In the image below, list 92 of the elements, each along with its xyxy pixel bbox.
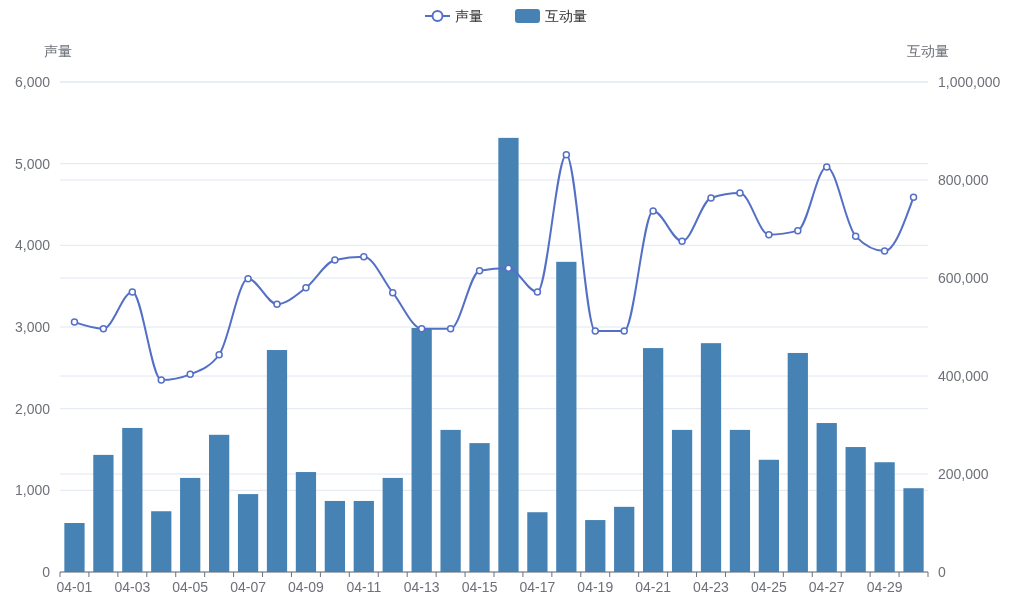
point <box>128 288 137 296</box>
x-tick-label: 04-09 <box>288 579 325 595</box>
y2-tick-label: 0 <box>938 564 946 580</box>
x-tick-label: 04-01 <box>56 579 93 595</box>
y-tick-label: 2,000 <box>14 400 51 417</box>
y-axis-title: 声量 <box>44 43 72 59</box>
x-tick-label: 04-23 <box>693 579 730 595</box>
bar <box>180 477 201 572</box>
bar <box>614 506 635 572</box>
point <box>215 351 223 359</box>
bar <box>237 494 259 572</box>
bar <box>787 352 808 572</box>
point <box>851 232 860 241</box>
point <box>909 193 918 201</box>
bar <box>151 511 172 572</box>
x-tick-label: 04-07 <box>230 579 267 595</box>
bar <box>671 429 693 572</box>
bar <box>64 523 85 572</box>
point <box>678 237 686 245</box>
bar <box>527 512 548 572</box>
point <box>620 327 628 335</box>
y2-tick-label: 400,000 <box>938 368 989 384</box>
bar <box>816 423 837 572</box>
x-tick-label: 04-17 <box>519 579 556 595</box>
x-tick-label: 04-25 <box>750 579 787 595</box>
point <box>70 318 79 326</box>
bar <box>643 348 664 572</box>
point <box>504 264 513 272</box>
point <box>360 253 368 261</box>
x-tick-label: 04-19 <box>577 579 614 595</box>
y-tick-label: 4,000 <box>14 237 51 254</box>
bar <box>729 429 751 572</box>
y-tick-label: 3,000 <box>14 319 51 335</box>
bar <box>556 261 577 572</box>
point <box>244 275 252 283</box>
x-tick-label: 04-03 <box>114 579 151 595</box>
point <box>649 207 657 215</box>
point <box>707 194 715 202</box>
point <box>99 324 108 333</box>
point <box>822 163 831 171</box>
bar <box>209 434 230 572</box>
bar <box>295 472 317 572</box>
bar <box>324 500 345 572</box>
point <box>533 288 542 296</box>
bar <box>382 477 403 572</box>
point <box>331 256 339 264</box>
bar <box>498 137 519 572</box>
y-tick-label: 0 <box>42 564 51 580</box>
x-tick-label: 04-21 <box>635 579 672 595</box>
bar <box>874 462 895 572</box>
bar <box>469 443 490 572</box>
bar <box>93 454 114 572</box>
bar <box>758 459 779 572</box>
x-tick-label: 04-13 <box>403 579 440 595</box>
bar <box>122 427 143 572</box>
point <box>157 376 166 384</box>
y-tick-label: 5,000 <box>14 155 51 172</box>
y2-tick-label: 800,000 <box>938 172 989 188</box>
bar <box>353 500 374 572</box>
point <box>736 189 744 197</box>
y2-tick-label: 600,000 <box>938 270 989 286</box>
point <box>186 370 194 379</box>
bar <box>440 429 461 572</box>
point <box>417 324 426 333</box>
y-tick-label: 6,000 <box>14 74 51 90</box>
y2-axis-title: 互动量 <box>907 43 949 59</box>
x-tick-label: 04-29 <box>866 579 903 595</box>
x-tick-label: 04-11 <box>346 579 382 595</box>
x-tick-label: 04-15 <box>461 579 498 595</box>
point <box>273 300 281 308</box>
point <box>446 324 455 333</box>
point <box>765 230 773 239</box>
x-tick-label: 04-05 <box>172 579 209 595</box>
point <box>475 266 484 275</box>
bar <box>266 350 288 572</box>
bar <box>700 343 722 572</box>
point <box>562 150 571 159</box>
point <box>794 226 802 235</box>
y2-tick-label: 200,000 <box>938 466 989 482</box>
bar <box>585 520 606 572</box>
legend-label: 互动量 <box>545 8 587 24</box>
x-tick-label: 04-27 <box>808 579 845 595</box>
y-tick-label: 1,000 <box>14 482 51 499</box>
bar <box>903 488 924 572</box>
point <box>302 284 310 292</box>
legend-label: 声量 <box>455 8 483 24</box>
point <box>591 327 600 335</box>
bar <box>845 447 866 572</box>
point <box>388 288 397 297</box>
point <box>880 247 889 255</box>
y2-tick-label: 1,000,000 <box>938 74 1001 90</box>
bar <box>411 327 432 572</box>
